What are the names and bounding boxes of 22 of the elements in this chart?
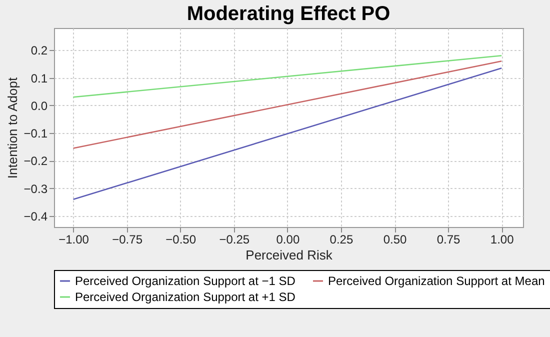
x-tick-label: −0.25 xyxy=(219,232,250,246)
x-tick-label: 0.50 xyxy=(383,232,408,246)
y-tick-label: 0.0 xyxy=(30,98,48,113)
legend-label: Perceived Organization Support at +1 SD xyxy=(75,290,296,304)
y-tick-label: −0.3 xyxy=(24,182,48,196)
legend-label: Perceived Organization Support at −1 SD xyxy=(75,274,296,288)
x-tick-label: −1.00 xyxy=(58,232,90,246)
y-tick-label: 0.1 xyxy=(30,71,48,86)
x-tick-label: 0.25 xyxy=(330,232,354,246)
legend-label: Perceived Organization Support at Mean xyxy=(328,274,545,288)
x-tick-label: 0.00 xyxy=(276,232,300,246)
chart-title: Moderating Effect PO xyxy=(186,3,390,25)
y-tick-label: −0.4 xyxy=(24,209,48,224)
y-tick-label: −0.2 xyxy=(24,154,48,168)
x-axis-title: Perceived Risk xyxy=(246,248,333,262)
x-tick-label: −0.50 xyxy=(166,232,196,246)
y-axis-title: Intention to Adopt xyxy=(4,77,20,179)
x-tick-label: 0.75 xyxy=(436,232,461,246)
x-tick-label: −0.75 xyxy=(112,232,143,246)
x-tick-label: 1.00 xyxy=(490,232,514,246)
y-tick-label: −0.1 xyxy=(24,126,48,141)
y-tick-label: 0.2 xyxy=(30,44,48,58)
